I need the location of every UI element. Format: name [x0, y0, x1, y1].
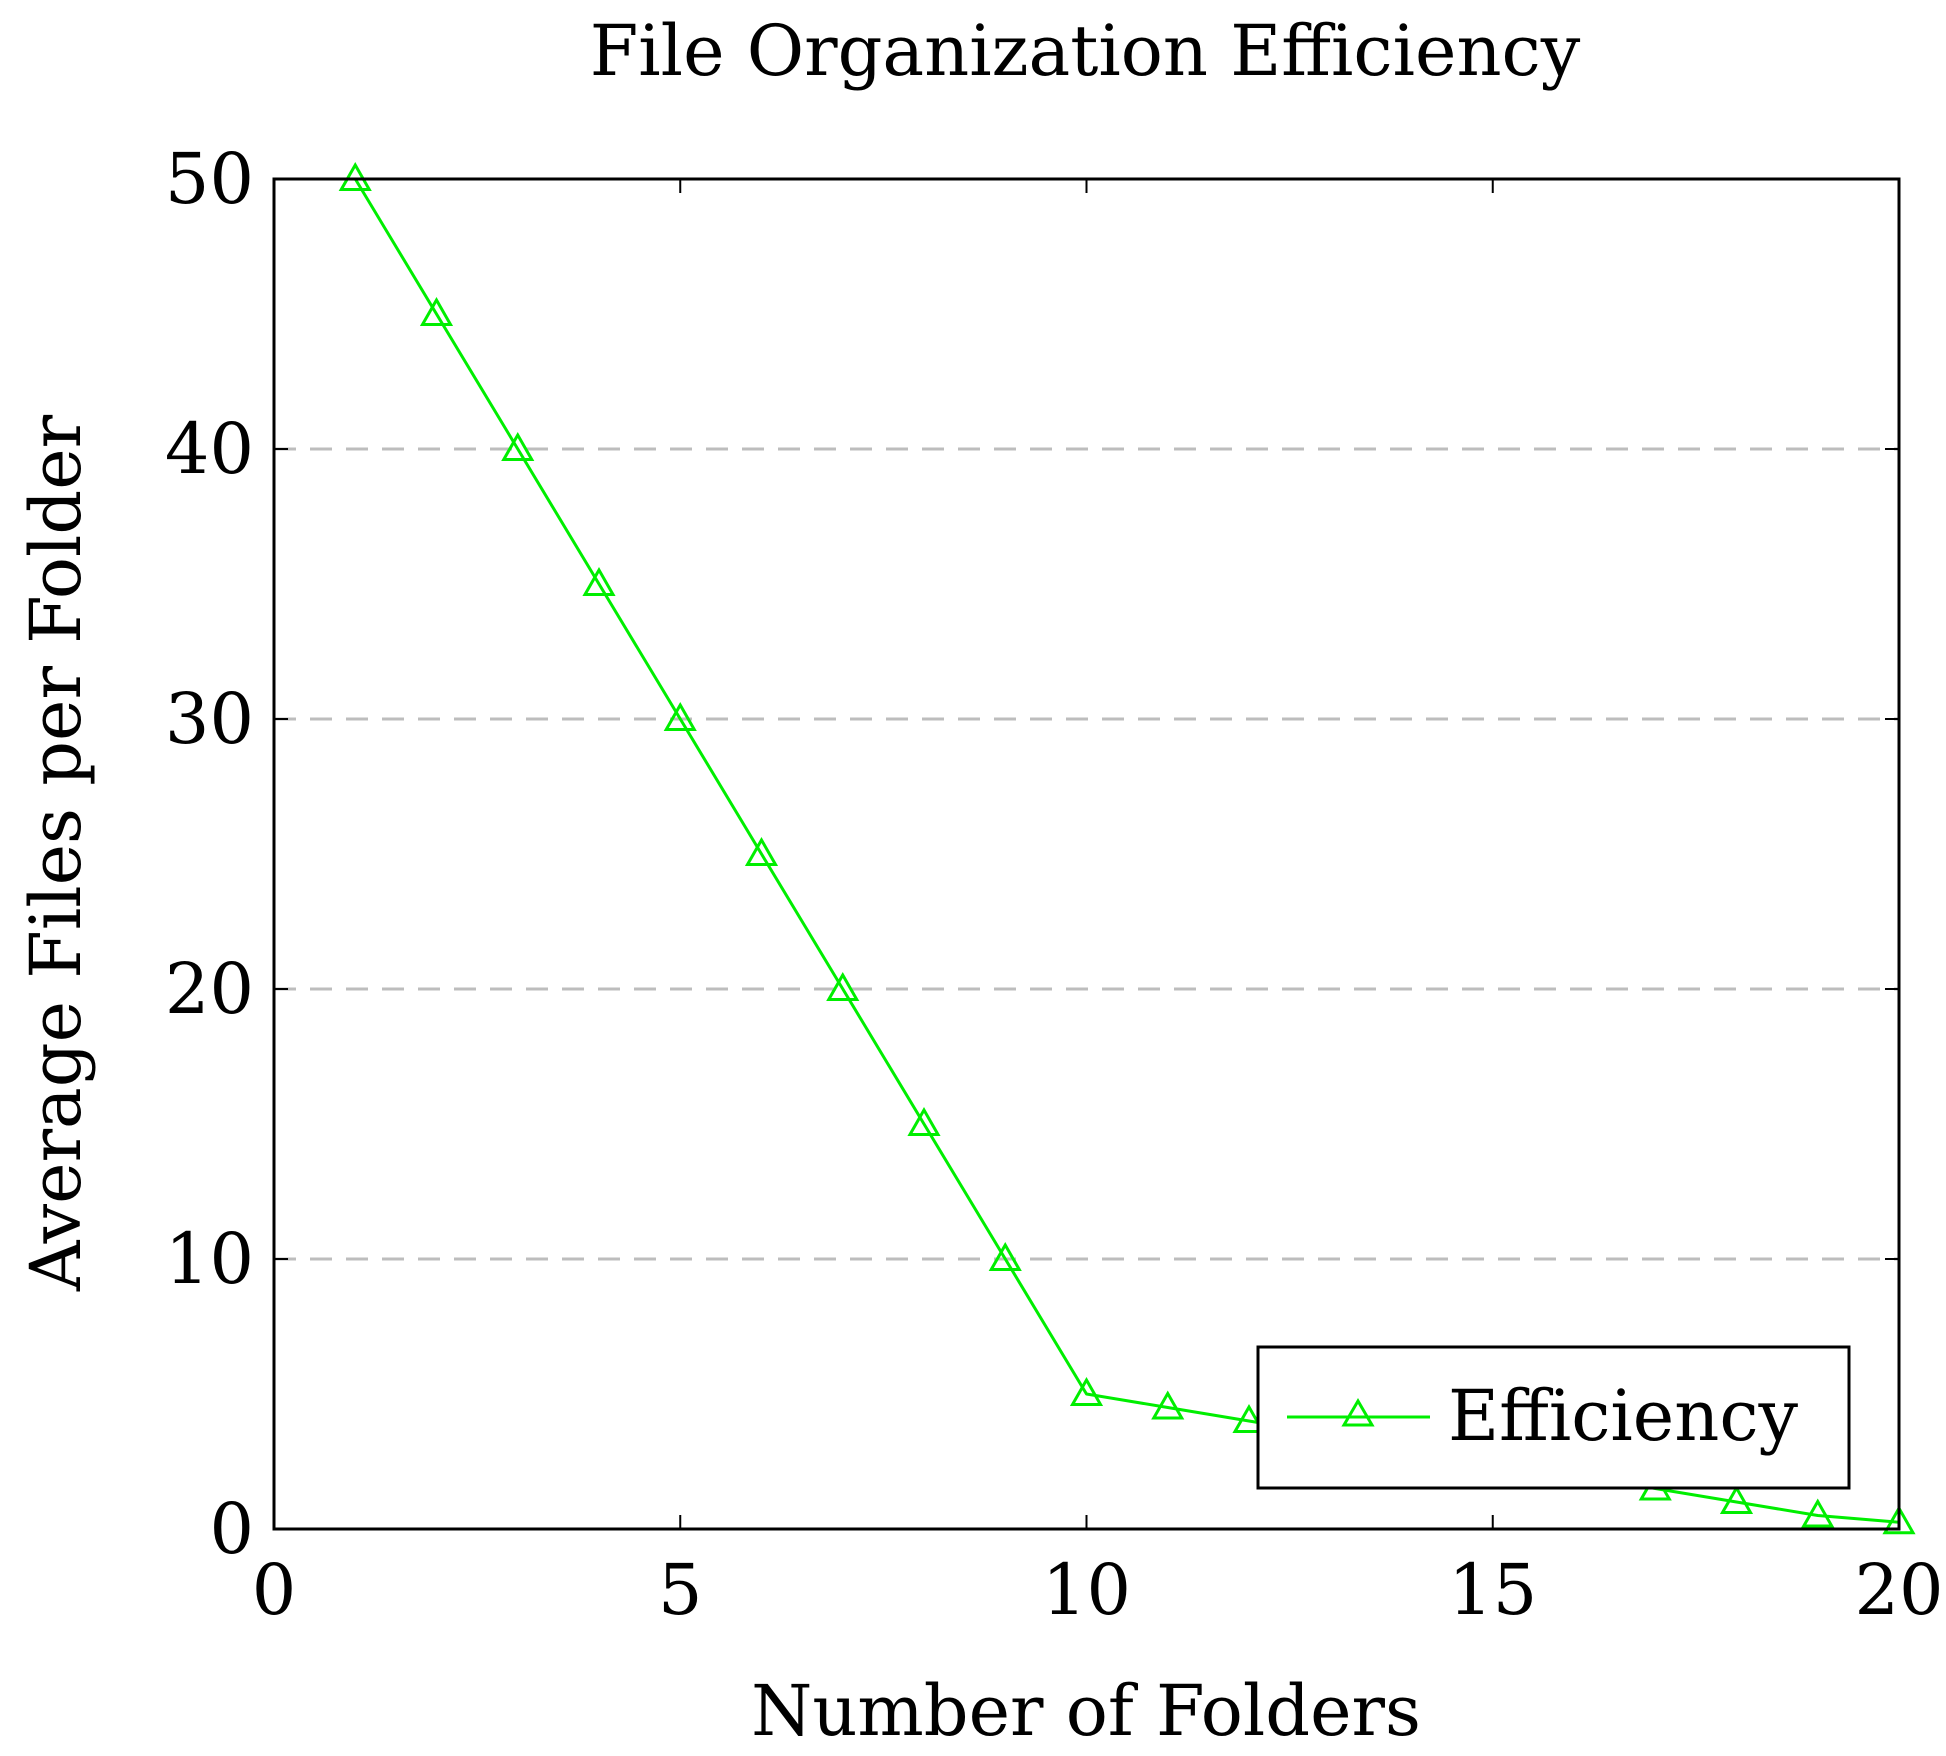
data-point-0-5	[744, 836, 779, 866]
legend-marker	[1341, 1398, 1375, 1427]
data-point-0-11	[1232, 1403, 1266, 1433]
chart-title: File Organization Efficiency	[590, 10, 1581, 92]
data-point-0-18	[1801, 1498, 1835, 1528]
legend: Efficiency	[1256, 1345, 1851, 1490]
y-tick-label-20: 20	[165, 948, 254, 1030]
x-tick-label-0: 0	[252, 1549, 297, 1631]
data-point-0-3	[582, 566, 616, 596]
data-point-0-6	[826, 971, 860, 1001]
grid	[274, 447, 1899, 1261]
x-tick-label-5: 5	[658, 1549, 703, 1631]
axis-ticks	[273, 178, 1900, 1530]
series-layer	[338, 161, 1916, 1535]
data-point-0-10	[1151, 1390, 1185, 1420]
data-point-0-8	[988, 1241, 1022, 1271]
plot-frame	[272, 177, 1901, 1531]
legend-entry-efficiency: Efficiency	[1448, 1375, 1799, 1457]
data-point-0-1	[419, 296, 454, 326]
data-point-0-2	[501, 431, 535, 461]
y-tick-label-50: 50	[165, 138, 254, 220]
y-axis-label: Average Files per Folder	[15, 414, 97, 1292]
x-tick-label-20: 20	[1854, 1549, 1943, 1631]
data-point-0-7	[907, 1106, 941, 1136]
y-tick-label-40: 40	[165, 408, 254, 490]
data-point-0-19	[1882, 1505, 1916, 1535]
tick-labels: 0 10 20 30 40 50 0 5 10 15 20	[165, 138, 1944, 1631]
data-point-0-4	[663, 701, 697, 731]
x-tick-label-10: 10	[1042, 1549, 1131, 1631]
y-tick-label-10: 10	[165, 1218, 254, 1300]
y-tick-label-0: 0	[209, 1488, 254, 1570]
x-tick-label-15: 15	[1448, 1549, 1537, 1631]
series-line-0	[354, 178, 1900, 1524]
y-tick-label-30: 30	[165, 678, 254, 760]
x-axis-label: Number of Folders	[751, 1670, 1421, 1752]
data-point-0-17	[1719, 1484, 1754, 1514]
data-point-0-0	[338, 161, 372, 191]
data-point-0-9	[1069, 1376, 1104, 1406]
